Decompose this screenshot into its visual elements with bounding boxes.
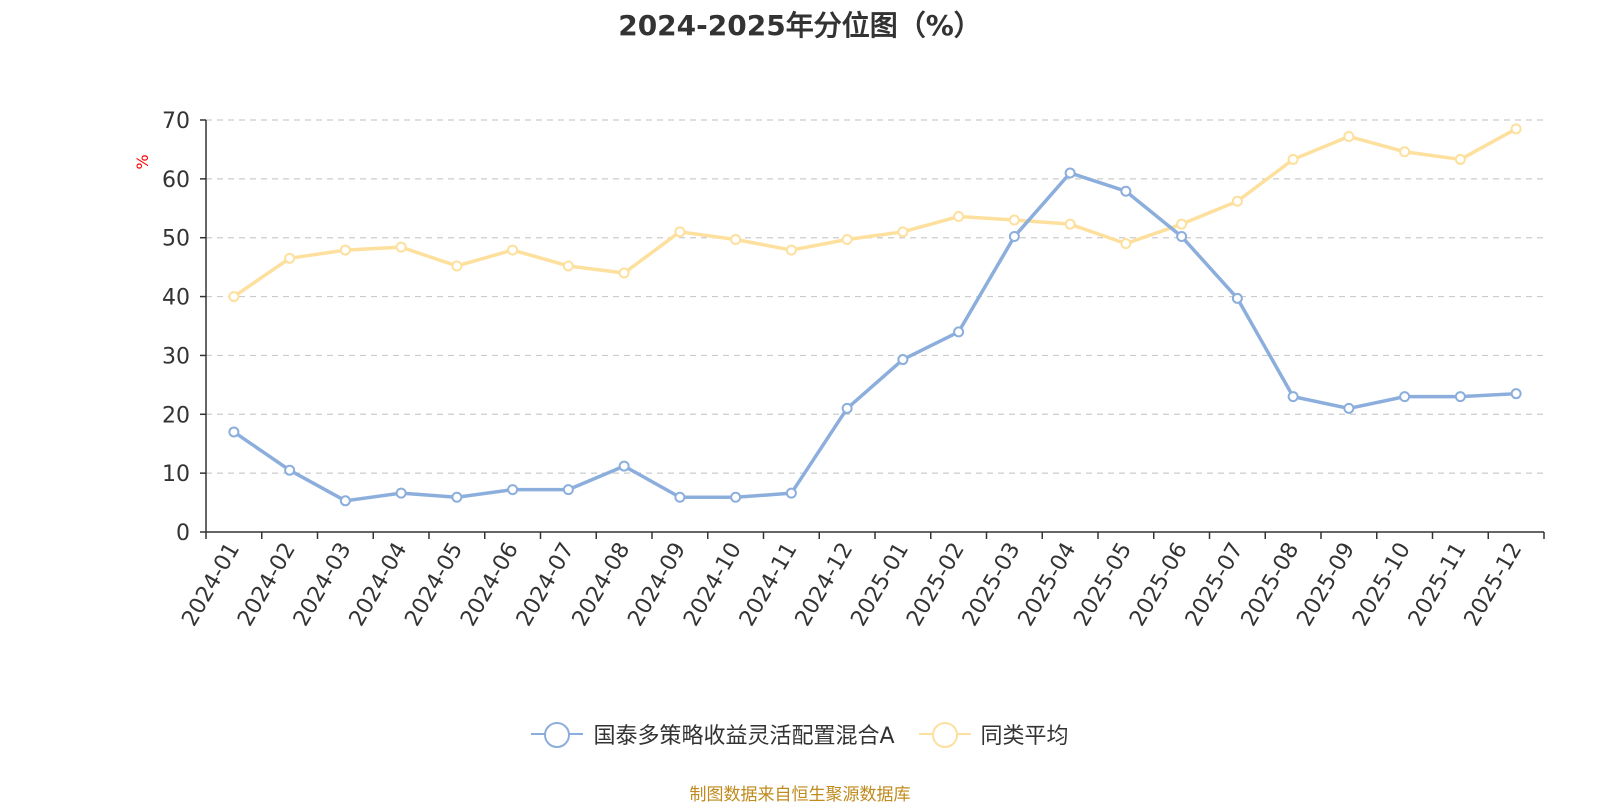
legend-item-average[interactable]: 同类平均 [918,718,1069,750]
data-point-0 [228,426,240,438]
legend-label-fund: 国泰多策略收益灵活配置混合A [593,724,895,749]
data-point-1 [618,267,630,279]
legend-marker-average [918,721,971,748]
data-point-0 [1176,231,1188,243]
data-point-0 [339,495,351,507]
data-point-0 [1454,391,1466,403]
data-point-1 [953,211,965,223]
data-point-0 [1120,185,1132,197]
data-point-1 [674,226,686,238]
data-point-1 [451,260,463,272]
y-tick-label: 70 [162,109,190,134]
data-point-0 [841,402,853,414]
series-lines [228,123,1522,507]
data-point-0 [730,491,742,503]
data-point-0 [562,484,574,496]
data-point-0 [1064,167,1076,179]
series-line-1 [232,127,1518,299]
data-point-1 [785,244,797,256]
data-point-1 [1399,146,1411,158]
data-point-1 [1176,218,1188,230]
legend-marker-fund [531,721,584,748]
data-point-1 [1231,195,1243,207]
y-tick-label: 0 [176,521,190,546]
data-point-1 [1008,214,1020,226]
line-chart: 010203040506070%2024-012024-022024-03202… [133,109,1545,631]
legend-item-fund[interactable]: 国泰多策略收益灵活配置混合A [531,718,895,750]
axes [200,119,1545,539]
y-axis-label: % [133,154,152,169]
y-tick-label: 40 [162,286,190,311]
data-point-1 [1343,130,1355,142]
data-point-1 [730,233,742,245]
data-point-0 [507,484,519,496]
data-point-0 [953,326,965,338]
y-tick-label: 60 [162,168,190,193]
data-point-0 [618,460,630,472]
data-point-1 [897,226,909,238]
chart-title: 2024-2025年分位图（%） [618,9,982,42]
data-point-1 [1120,238,1132,250]
data-point-1 [562,260,574,272]
legend-dot-average [931,722,958,748]
legend: 国泰多策略收益灵活配置混合A 同类平均 [0,718,1600,750]
data-point-1 [395,241,407,253]
data-point-1 [228,291,240,303]
data-point-0 [1287,391,1299,403]
legend-dot-fund [544,722,571,748]
axis-labels: 010203040506070%2024-012024-022024-03202… [133,109,1527,631]
data-point-0 [1510,388,1522,400]
data-point-0 [451,491,463,503]
data-point-0 [1399,391,1411,403]
data-point-1 [1287,153,1299,165]
y-tick-label: 20 [162,403,190,428]
data-point-0 [1008,231,1020,243]
data-point-0 [284,464,296,476]
data-point-0 [1231,292,1243,304]
data-point-1 [1064,218,1076,230]
y-tick-label: 50 [162,227,190,252]
source-note: 制图数据来自恒生聚源数据库 [689,785,911,805]
data-point-0 [897,354,909,366]
data-point-0 [1343,402,1355,414]
legend-label-average: 同类平均 [980,724,1069,749]
data-point-1 [841,233,853,245]
y-tick-label: 30 [162,344,190,369]
data-point-0 [785,487,797,499]
data-point-1 [284,252,296,264]
data-point-1 [1454,153,1466,165]
y-tick-label: 10 [162,462,190,487]
data-point-1 [1510,123,1522,135]
data-point-1 [507,244,519,256]
data-point-0 [674,491,686,503]
series-line-0 [232,171,1518,503]
grid-lines [206,119,1544,474]
data-point-1 [339,244,351,256]
data-point-0 [395,487,407,499]
